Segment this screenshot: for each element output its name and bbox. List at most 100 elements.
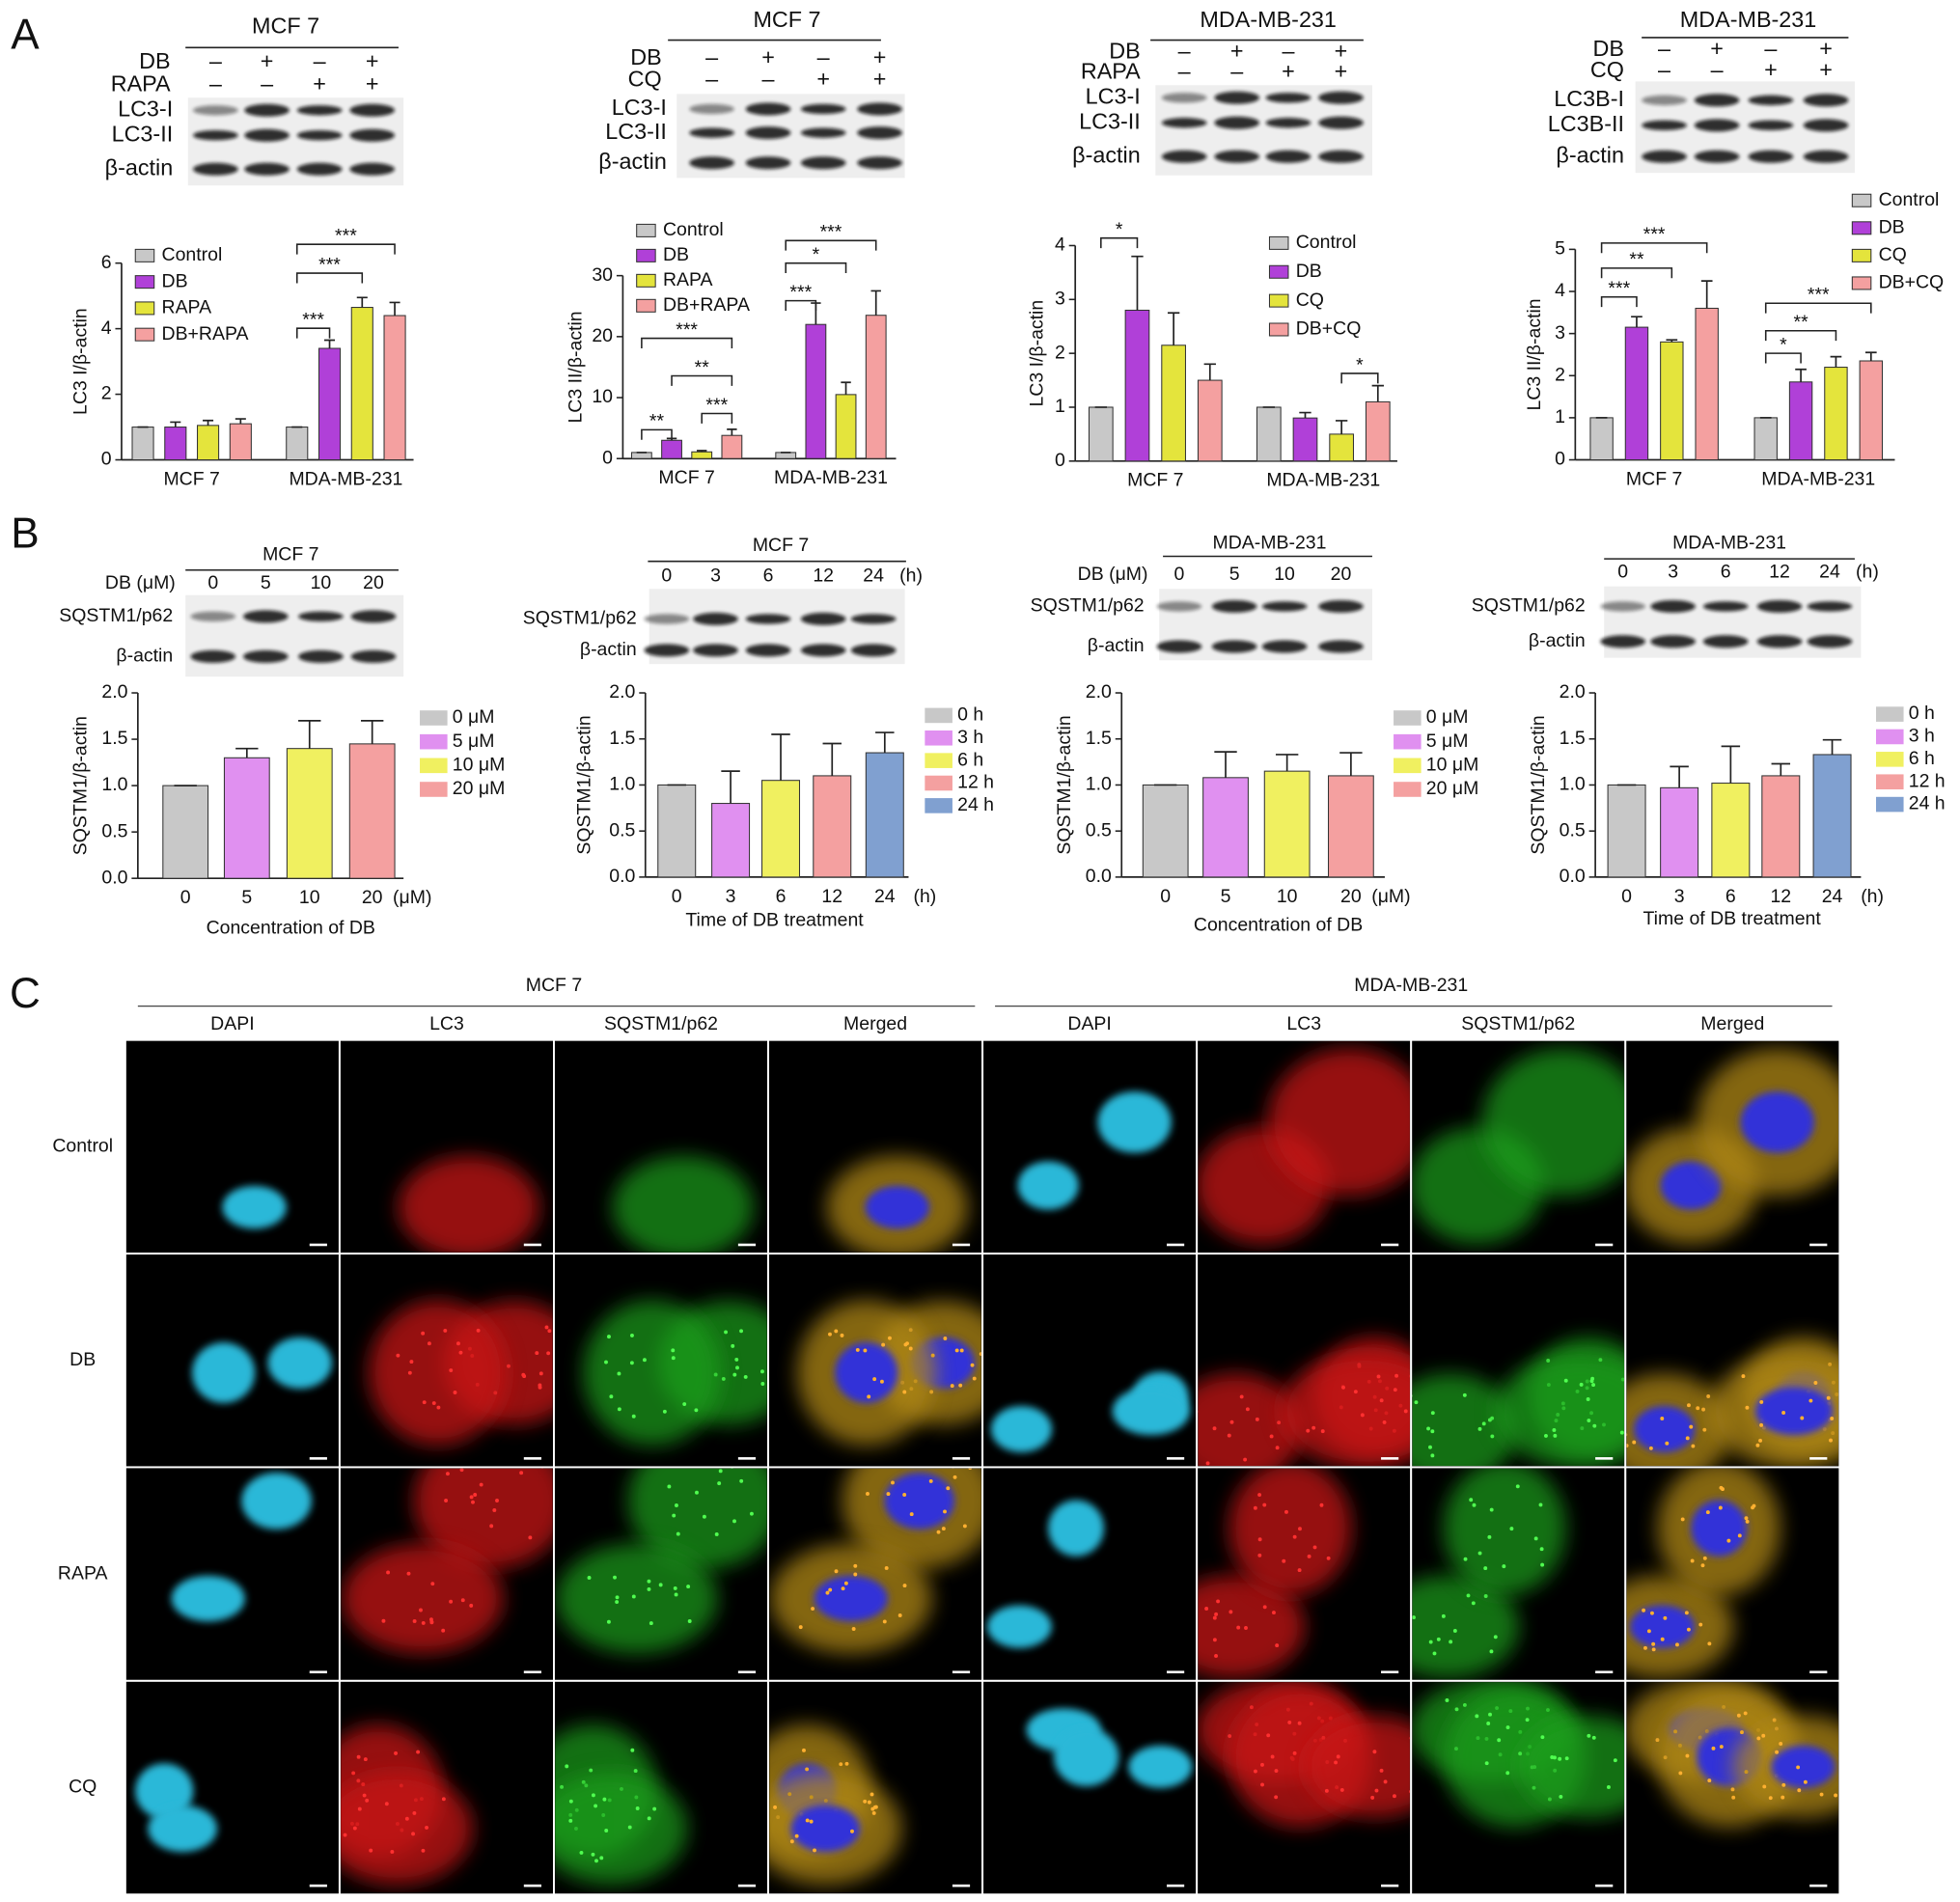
micrograph	[1410, 1466, 1627, 1682]
y-tick-label: 3	[1055, 288, 1065, 309]
puncta	[972, 1376, 977, 1381]
puncta	[959, 1348, 964, 1353]
lc3-signal	[1198, 1575, 1305, 1678]
lc3-signal	[413, 1468, 553, 1569]
x-unit: (μM)	[1371, 886, 1410, 907]
puncta	[1813, 1381, 1818, 1385]
puncta	[419, 1608, 423, 1613]
puncta	[1360, 1413, 1365, 1418]
legend-label: 0 h	[957, 704, 983, 726]
significance-bracket	[785, 299, 817, 312]
treatment-mark: 0	[1617, 562, 1628, 583]
micrograph	[767, 1679, 984, 1896]
y-axis-title: SQSTM1/β-actin	[70, 716, 92, 855]
puncta	[773, 1805, 778, 1809]
scale-bar	[309, 1243, 327, 1247]
puncta	[441, 1797, 446, 1802]
puncta	[897, 1613, 902, 1617]
bar	[761, 780, 801, 878]
band	[800, 644, 846, 657]
puncta	[631, 1414, 636, 1419]
puncta	[958, 1383, 963, 1388]
puncta	[455, 1341, 460, 1346]
puncta	[1663, 1615, 1668, 1620]
puncta	[871, 1810, 876, 1815]
puncta	[458, 1350, 463, 1355]
micrograph-content	[1017, 1091, 1172, 1210]
puncta	[579, 1850, 584, 1855]
band	[800, 612, 846, 625]
lc3-signal	[369, 1300, 508, 1446]
micrograph	[981, 1038, 1199, 1255]
bar	[661, 439, 682, 459]
scale-bar	[1595, 1457, 1614, 1460]
band	[1748, 120, 1794, 131]
puncta	[1287, 1720, 1292, 1724]
channel-label: SQSTM1/p62	[1461, 1013, 1575, 1034]
error-bar	[1335, 420, 1348, 434]
band	[1803, 119, 1849, 132]
puncta	[1454, 1707, 1459, 1712]
puncta	[445, 1472, 450, 1476]
significance-label: ***	[1643, 224, 1666, 245]
puncta	[962, 1524, 967, 1529]
micrograph-content	[1412, 1048, 1624, 1244]
puncta	[1428, 1640, 1433, 1644]
puncta	[834, 1329, 839, 1334]
treatment-mark: +	[1230, 39, 1244, 64]
puncta	[365, 1798, 370, 1803]
puncta	[411, 1832, 416, 1836]
puncta	[760, 1382, 765, 1386]
puncta	[1490, 1434, 1495, 1439]
band-label: LC3-I	[118, 96, 173, 121]
puncta	[1428, 1445, 1432, 1449]
puncta	[743, 1374, 748, 1379]
puncta	[882, 1619, 887, 1624]
micrograph	[338, 1038, 555, 1255]
treatment-mark: –	[1658, 57, 1670, 82]
puncta	[1613, 1758, 1617, 1763]
puncta	[1642, 1608, 1646, 1613]
micrograph	[1410, 1038, 1627, 1255]
puncta	[528, 1535, 533, 1540]
x-tick-label: 12	[1770, 886, 1791, 907]
treatment-mark: 10	[1274, 564, 1295, 585]
scale-bar	[309, 1457, 327, 1460]
row-label: RAPA	[58, 1562, 108, 1584]
band	[244, 128, 290, 142]
bar	[805, 323, 827, 459]
puncta	[1680, 1517, 1685, 1522]
puncta	[694, 1408, 699, 1413]
puncta	[630, 1748, 635, 1752]
legend-label: 24 h	[957, 794, 994, 815]
puncta	[739, 1329, 744, 1334]
puncta	[629, 1361, 634, 1365]
puncta	[1445, 1698, 1449, 1702]
puncta	[409, 1360, 414, 1364]
legend-swatch	[1268, 264, 1289, 279]
puncta	[1736, 1713, 1741, 1718]
puncta	[404, 1816, 409, 1821]
puncta	[943, 1337, 948, 1340]
significance-bracket	[1764, 302, 1872, 314]
puncta	[1743, 1711, 1748, 1716]
nucleus	[171, 1575, 245, 1622]
treatment-label: DB	[630, 44, 661, 69]
puncta	[870, 1792, 874, 1797]
y-tick-label: 0.5	[101, 820, 127, 841]
nucleus	[148, 1805, 217, 1853]
treatment-mark: 12	[813, 565, 834, 586]
puncta	[394, 1750, 399, 1755]
puncta	[1284, 1509, 1288, 1514]
puncta	[489, 1524, 494, 1529]
significance-label: *	[813, 244, 820, 265]
puncta	[1307, 1554, 1311, 1558]
puncta	[1212, 1615, 1217, 1620]
puncta	[844, 1761, 849, 1766]
micrograph	[338, 1679, 555, 1896]
error-bar	[389, 301, 400, 317]
significance-bracket	[641, 428, 673, 440]
merged-nucleus	[1771, 1745, 1836, 1788]
treatment-mark: +	[1764, 57, 1778, 82]
legend-swatch	[925, 753, 952, 768]
